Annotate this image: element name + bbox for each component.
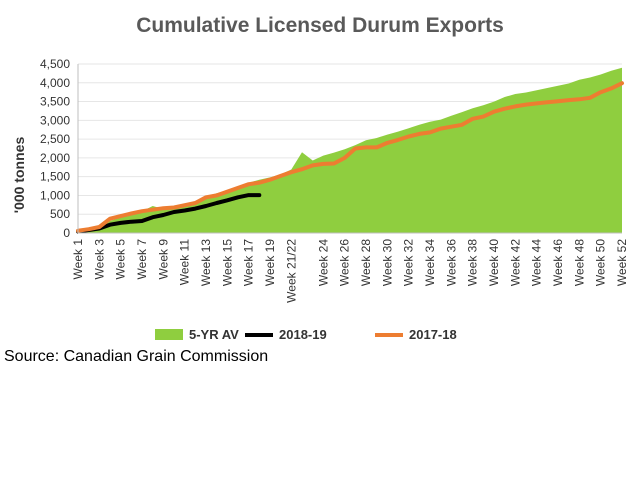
legend-swatch — [155, 329, 183, 340]
x-tick-label: Week 48 — [572, 239, 586, 286]
x-tick-label: Week 32 — [402, 239, 416, 286]
y-tick-label: 2,000 — [40, 151, 70, 165]
line-series-2018-19 — [76, 193, 262, 234]
y-axis-ticks: 0 500 1,000 1,500 2,000 2,500 3,000 3,500 4,000 4… — [40, 57, 70, 240]
x-tick-label: Week 11 — [178, 239, 192, 286]
x-tick-label: Week 30 — [380, 239, 394, 286]
y-axis-label: '000 tonnes — [11, 137, 27, 214]
legend-item: 2018-19 — [245, 327, 327, 342]
x-tick-label: Week 17 — [242, 239, 256, 286]
y-tick-label: 4,500 — [40, 57, 70, 71]
y-tick-label: 3,000 — [40, 113, 70, 127]
y-tick-label: 2,500 — [40, 132, 70, 146]
legend-label: 2018-19 — [279, 327, 327, 342]
x-tick-label: Week 26 — [338, 239, 352, 286]
area-series-layer — [78, 67, 622, 233]
x-tick-label: Week 5 — [114, 239, 128, 280]
x-tick-label: Week 9 — [156, 239, 170, 280]
y-tick-label: 1,000 — [40, 188, 70, 202]
x-tick-label: Week 42 — [508, 239, 522, 286]
x-axis-ticks: Week 1 Week 3 Week 5 Week 7 Week 9 Week 11 Wee… — [71, 239, 629, 303]
legend: 5-YR AV 2018-19 2017-18 — [155, 327, 457, 342]
area-series-5yr-av — [78, 67, 622, 233]
source-note: Source: Canadian Grain Commission — [4, 348, 269, 365]
line-series-layer — [76, 81, 624, 234]
legend-item: 2017-18 — [375, 327, 457, 342]
legend-label: 5-YR AV — [189, 327, 239, 342]
y-tick-label: 0 — [63, 226, 70, 240]
x-tick-label: Week 21/22 — [284, 239, 298, 303]
x-tick-label: Week 13 — [199, 239, 213, 286]
x-tick-label: Week 34 — [423, 239, 437, 286]
x-tick-label: Week 28 — [359, 239, 373, 286]
x-tick-label: Week 38 — [466, 239, 480, 286]
x-tick-label: Week 46 — [551, 239, 565, 286]
legend-item: 5-YR AV — [155, 327, 239, 342]
axes — [77, 64, 622, 234]
chart-title: Cumulative Licensed Durum Exports — [136, 14, 504, 37]
x-tick-label: Week 15 — [220, 239, 234, 286]
line-series-2017-18 — [76, 81, 624, 233]
x-tick-label: Week 19 — [263, 239, 277, 286]
y-tick-label: 3,500 — [40, 95, 70, 109]
x-tick-label: Week 50 — [594, 239, 608, 286]
y-tick-label: 1,500 — [40, 170, 70, 184]
x-tick-label: Week 3 — [92, 239, 106, 280]
x-tick-label: Week 40 — [487, 239, 501, 286]
y-tick-label: 4,000 — [40, 76, 70, 90]
y-tick-label: 500 — [50, 207, 70, 221]
x-tick-label: Week 24 — [316, 239, 330, 286]
x-tick-label: Week 52 — [615, 239, 629, 286]
x-tick-label: Week 36 — [444, 239, 458, 286]
x-tick-label: Week 44 — [530, 239, 544, 286]
legend-label: 2017-18 — [409, 327, 457, 342]
x-tick-label: Week 7 — [135, 239, 149, 280]
x-tick-label: Week 1 — [71, 239, 85, 280]
